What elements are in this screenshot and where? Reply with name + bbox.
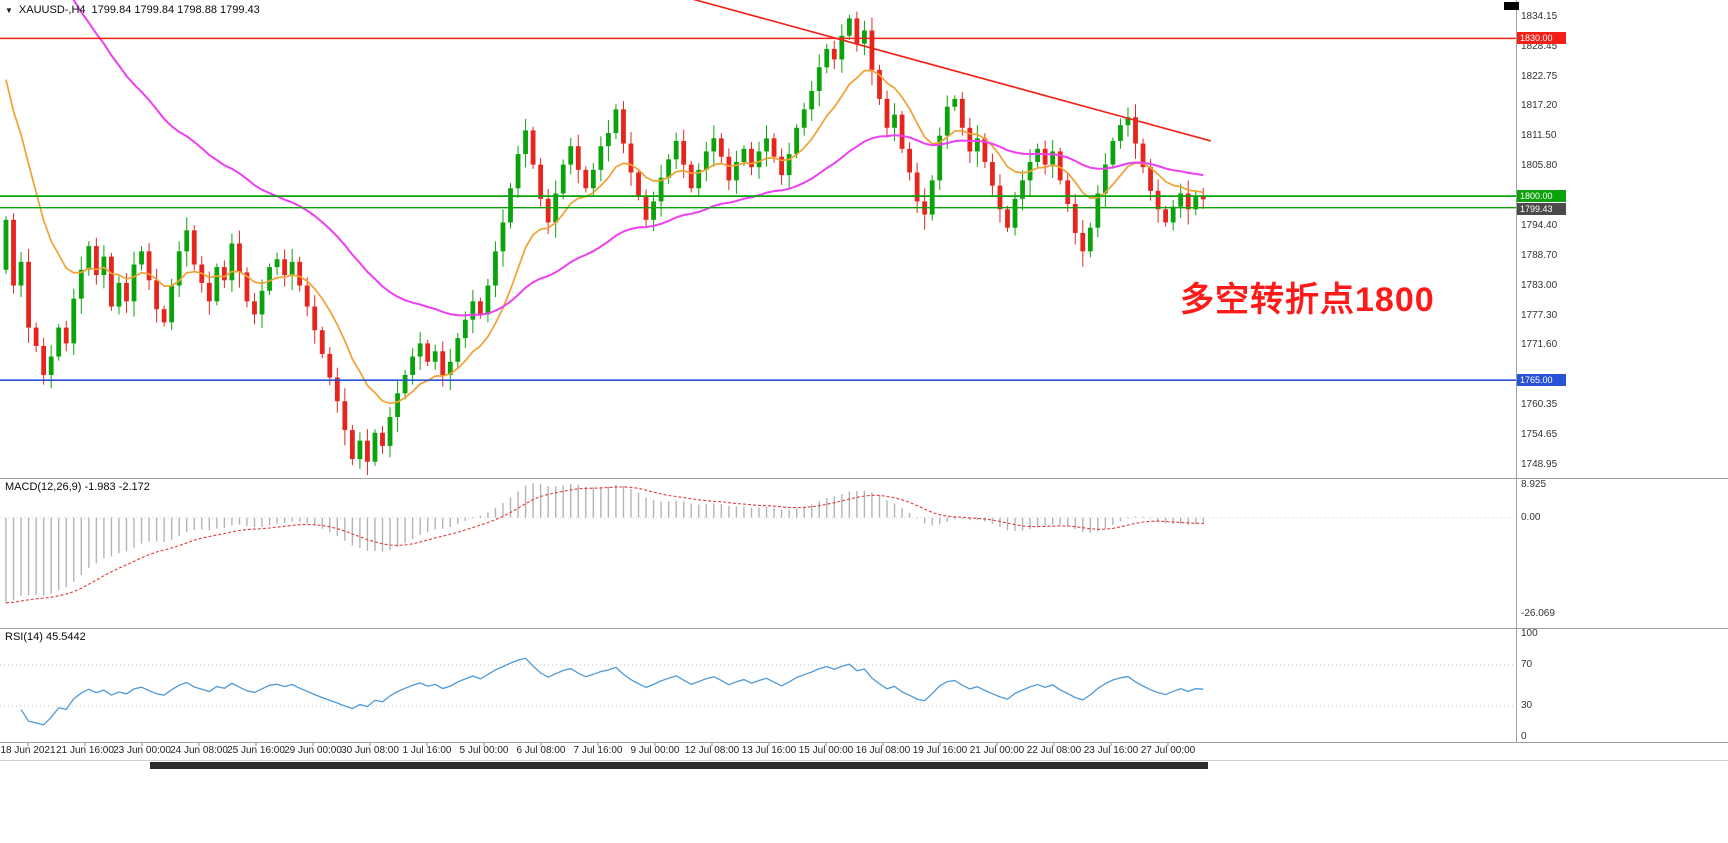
- time-axis-label: 25 Jun 16:00: [227, 745, 285, 756]
- descending-trendline[interactable]: [654, 0, 1212, 142]
- rsi-axis-label: 0: [1521, 730, 1527, 742]
- main-price-pane[interactable]: [0, 0, 1516, 478]
- time-axis-label: 9 Jul 00:00: [630, 745, 680, 756]
- price-axis-label: 1822.75: [1521, 70, 1558, 82]
- rsi-axis-label: 100: [1521, 628, 1538, 640]
- price-axis-label: 1783.00: [1521, 279, 1558, 291]
- macd-axis-label: 0.00: [1521, 511, 1541, 523]
- price-axis-label: 1748.95: [1521, 458, 1558, 470]
- time-axis-label: 21 Jun 16:00: [56, 745, 114, 756]
- price-level-badge: 1830.00: [1517, 31, 1566, 44]
- price-annotation: 多空转折点1800: [1180, 281, 1435, 319]
- rsi-pane[interactable]: [0, 629, 1516, 742]
- price-axis-label: 1828.45: [1521, 40, 1558, 52]
- price-axis-label: 1771.60: [1521, 339, 1558, 351]
- slow-ma-line: [72, 0, 1204, 317]
- time-axis-label: 29 Jun 00:00: [284, 745, 342, 756]
- price-level-badge: 1799.43: [1517, 203, 1566, 216]
- rsi-axis-label: 30: [1521, 700, 1533, 712]
- price-axis-label: 1760.35: [1521, 398, 1558, 410]
- time-axis-label: 23 Jun 00:00: [113, 745, 171, 756]
- macd-layer: [0, 483, 1516, 604]
- time-axis-label: 12 Jul 08:00: [684, 745, 740, 756]
- time-axis-label: 30 Jun 08:00: [341, 745, 399, 756]
- time-axis-label: 1 Jul 16:00: [402, 745, 452, 756]
- chart-header: ▼ XAUUSD-,H4 1799.84 1799.84 1798.88 179…: [5, 4, 260, 16]
- macd-signal-line: [5, 486, 1204, 604]
- price-level-badge: 1800.00: [1517, 189, 1566, 202]
- macd-axis-label: -26.069: [1521, 607, 1555, 619]
- time-axis-label: 15 Jul 00:00: [798, 745, 854, 756]
- price-axis-label: 1754.65: [1521, 428, 1558, 440]
- time-axis-label: 13 Jul 16:00: [741, 745, 797, 756]
- price-axis-label: 1817.20: [1521, 99, 1558, 111]
- rsi-indicator-label: RSI(14) 45.5442: [5, 631, 86, 643]
- time-axis-label: 27 Jul 00:00: [1140, 745, 1196, 756]
- time-axis-label: 7 Jul 16:00: [573, 745, 623, 756]
- time-axis-label: 18 Jun 2021: [0, 745, 56, 756]
- horizontal-scrollbar-thumb[interactable]: [150, 762, 1208, 769]
- time-axis-label: 6 Jul 08:00: [516, 745, 566, 756]
- price-axis-label: 1794.40: [1521, 219, 1558, 231]
- fast-ma-line: [5, 69, 1204, 405]
- macd-pane[interactable]: [0, 479, 1516, 628]
- moving-averages-layer: [5, 0, 1204, 405]
- time-axis-label: 23 Jul 16:00: [1083, 745, 1139, 756]
- chart-symbol-period: XAUUSD-,H4: [18, 4, 86, 16]
- chart-menu-icon[interactable]: ▼: [5, 5, 13, 15]
- chart-quote-line: 1799.84 1799.84 1798.88 1799.43: [91, 4, 260, 16]
- price-axis-label: 1805.80: [1521, 159, 1558, 171]
- price-axis-label: 1777.30: [1521, 309, 1558, 321]
- chart-corner-marker: [1504, 2, 1519, 10]
- price-axis-label: 1811.50: [1521, 129, 1557, 141]
- time-axis-label: 16 Jul 08:00: [855, 745, 911, 756]
- price-axis-label: 1788.70: [1521, 249, 1558, 261]
- chart-canvas[interactable]: [0, 0, 1728, 762]
- price-level-badge: 1765.00: [1517, 373, 1566, 386]
- candles-layer: [3, 11, 1206, 476]
- time-axis-label: 19 Jul 16:00: [912, 745, 968, 756]
- time-axis-label: 5 Jul 00:00: [459, 745, 509, 756]
- price-axis-label: 1834.15: [1521, 10, 1558, 22]
- rsi-layer: [0, 657, 1516, 726]
- time-axis-label: 22 Jul 08:00: [1026, 745, 1082, 756]
- macd-indicator-label: MACD(12,26,9) -1.983 -2.172: [5, 481, 150, 493]
- macd-axis-label: 8.925: [1521, 478, 1547, 490]
- time-axis-label: 24 Jun 08:00: [170, 745, 228, 756]
- rsi-axis-label: 70: [1521, 658, 1533, 670]
- time-axis-label: 21 Jul 00:00: [969, 745, 1025, 756]
- rsi-line: [20, 657, 1204, 726]
